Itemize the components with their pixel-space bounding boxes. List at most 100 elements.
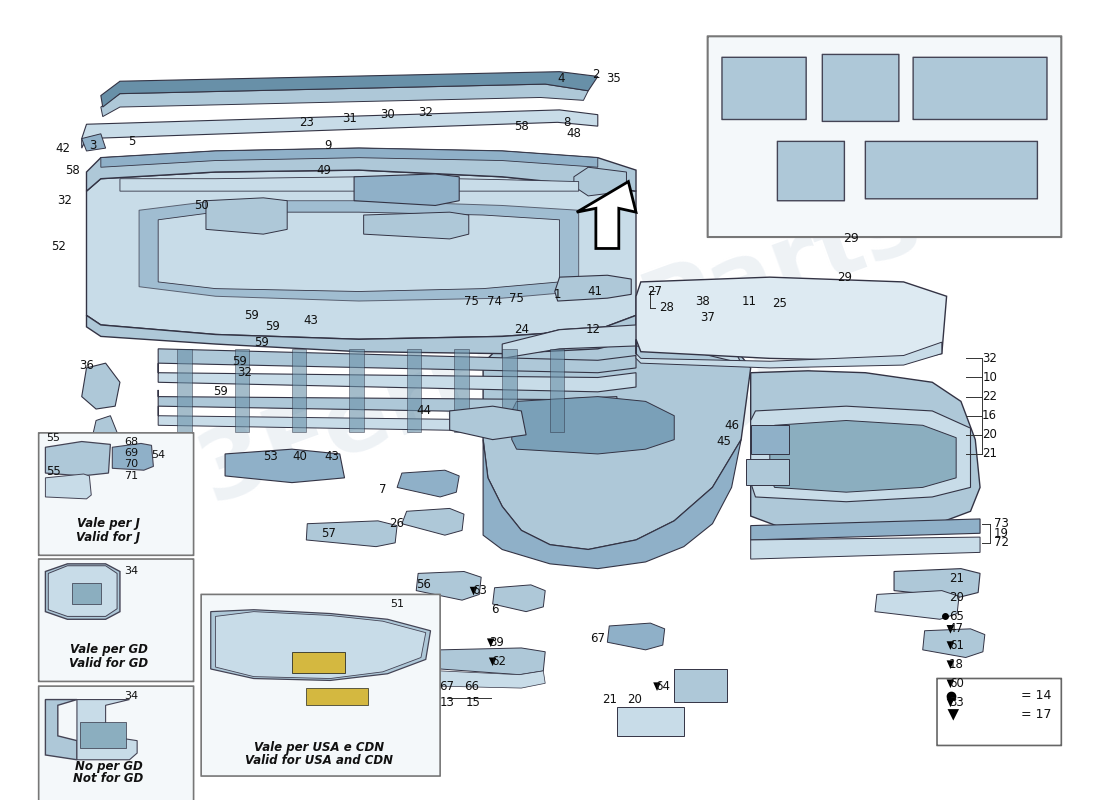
- Polygon shape: [450, 406, 526, 440]
- Polygon shape: [607, 623, 664, 650]
- FancyBboxPatch shape: [913, 58, 1047, 119]
- Text: 59: 59: [232, 354, 246, 368]
- Text: 41: 41: [587, 285, 603, 298]
- Text: 16: 16: [982, 410, 997, 422]
- Text: Valid for GD: Valid for GD: [69, 657, 148, 670]
- Text: 40: 40: [293, 450, 307, 463]
- Polygon shape: [416, 571, 481, 600]
- Text: 55: 55: [46, 465, 60, 478]
- Polygon shape: [947, 660, 955, 669]
- Text: 50: 50: [194, 199, 209, 212]
- Polygon shape: [407, 349, 421, 432]
- Bar: [73, 583, 101, 604]
- Text: 69: 69: [124, 448, 139, 458]
- Polygon shape: [636, 339, 942, 368]
- Polygon shape: [770, 421, 956, 492]
- Polygon shape: [120, 177, 579, 191]
- Text: 28: 28: [659, 302, 674, 314]
- Text: Vale per USA e CDN: Vale per USA e CDN: [254, 741, 384, 754]
- Polygon shape: [112, 443, 153, 470]
- Polygon shape: [653, 682, 661, 691]
- Text: 26: 26: [389, 518, 405, 530]
- Text: 10: 10: [982, 371, 997, 384]
- FancyBboxPatch shape: [39, 433, 194, 555]
- Polygon shape: [470, 586, 477, 595]
- Text: 24: 24: [514, 323, 529, 336]
- Text: 46: 46: [724, 418, 739, 432]
- Text: 36: 36: [79, 358, 94, 371]
- Text: 60: 60: [948, 677, 964, 690]
- Polygon shape: [306, 521, 397, 546]
- Text: 11: 11: [741, 294, 757, 307]
- Polygon shape: [947, 709, 959, 721]
- Text: 59: 59: [265, 320, 280, 334]
- Text: 33: 33: [949, 696, 964, 709]
- Polygon shape: [234, 349, 249, 432]
- Polygon shape: [750, 519, 980, 540]
- FancyBboxPatch shape: [39, 686, 194, 800]
- Text: 22: 22: [982, 390, 997, 403]
- Polygon shape: [550, 349, 564, 432]
- Text: 15: 15: [466, 696, 481, 709]
- Polygon shape: [947, 625, 955, 634]
- Polygon shape: [77, 699, 138, 760]
- Text: 20: 20: [982, 428, 997, 442]
- Text: 3: 3: [89, 138, 97, 152]
- Bar: [306, 688, 368, 706]
- Polygon shape: [101, 148, 597, 167]
- FancyBboxPatch shape: [39, 559, 194, 682]
- Text: 20: 20: [627, 693, 641, 706]
- Polygon shape: [101, 84, 589, 117]
- Polygon shape: [440, 648, 546, 674]
- FancyBboxPatch shape: [937, 678, 1062, 746]
- Polygon shape: [750, 537, 980, 559]
- Text: Not for GD: Not for GD: [74, 772, 144, 786]
- Text: Vale per GD: Vale per GD: [69, 643, 147, 656]
- Text: 30: 30: [381, 108, 395, 121]
- Text: 31: 31: [342, 112, 356, 125]
- Text: Valid for J: Valid for J: [76, 530, 141, 543]
- Text: 53: 53: [264, 450, 278, 463]
- Text: 57: 57: [321, 526, 336, 540]
- Text: 48: 48: [566, 127, 581, 140]
- Text: 37: 37: [701, 310, 715, 324]
- Polygon shape: [158, 212, 560, 291]
- Text: Valid for USA and CDN: Valid for USA and CDN: [244, 754, 393, 767]
- Polygon shape: [397, 470, 459, 497]
- Polygon shape: [206, 198, 287, 234]
- Polygon shape: [364, 212, 469, 239]
- Text: 25: 25: [772, 298, 786, 310]
- Text: 13: 13: [439, 696, 454, 709]
- Text: 4: 4: [558, 72, 565, 85]
- Text: 59: 59: [213, 386, 228, 398]
- Polygon shape: [574, 167, 627, 196]
- Polygon shape: [87, 315, 636, 354]
- FancyBboxPatch shape: [866, 142, 1037, 199]
- Text: 1: 1: [554, 288, 561, 301]
- Polygon shape: [216, 612, 426, 678]
- Text: 75: 75: [509, 292, 524, 305]
- Polygon shape: [493, 585, 546, 612]
- Text: = 14: = 14: [1022, 690, 1052, 702]
- Bar: [750, 426, 789, 454]
- FancyBboxPatch shape: [823, 54, 899, 122]
- Polygon shape: [101, 72, 597, 107]
- Bar: [292, 652, 344, 673]
- Text: 71: 71: [124, 471, 139, 481]
- Polygon shape: [483, 440, 741, 569]
- Text: 54: 54: [151, 450, 165, 460]
- Text: 20: 20: [948, 590, 964, 604]
- Text: 29: 29: [837, 270, 851, 284]
- Text: 21: 21: [948, 572, 964, 585]
- Text: 45: 45: [716, 435, 732, 448]
- Polygon shape: [947, 642, 955, 650]
- Text: 23: 23: [299, 116, 314, 129]
- Text: 38: 38: [695, 294, 711, 307]
- Text: 29: 29: [844, 233, 859, 246]
- Text: 70: 70: [124, 459, 139, 470]
- Polygon shape: [87, 148, 636, 191]
- Text: = 17: = 17: [1021, 708, 1052, 722]
- Text: 43: 43: [304, 314, 319, 326]
- Polygon shape: [874, 590, 959, 619]
- Text: 73: 73: [993, 518, 1009, 530]
